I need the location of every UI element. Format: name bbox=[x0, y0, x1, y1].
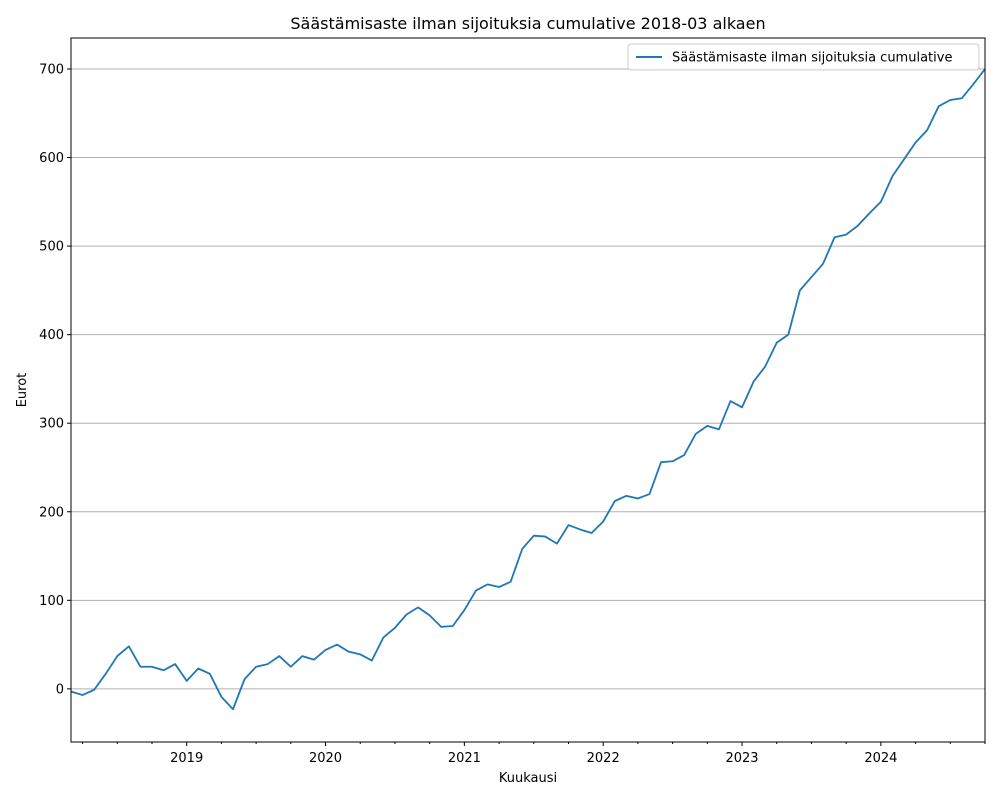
legend: Säästämisaste ilman sijoituksia cumulati… bbox=[627, 43, 980, 71]
series-line bbox=[70, 68, 986, 711]
y-tick-label: 700 bbox=[39, 62, 64, 77]
series-layer bbox=[70, 68, 986, 711]
y-tick-label: 400 bbox=[39, 328, 64, 343]
x-tick-label: 2019 bbox=[170, 751, 203, 766]
y-gridlines bbox=[71, 68, 985, 690]
y-tick-label: 500 bbox=[39, 240, 64, 255]
y-tick-label: 600 bbox=[39, 151, 64, 166]
y-tick-label: 100 bbox=[39, 594, 64, 609]
legend-box bbox=[627, 43, 980, 71]
y-tick-label: 0 bbox=[56, 682, 64, 697]
x-tick-label: 2020 bbox=[309, 751, 342, 766]
y-tick-label: 200 bbox=[39, 505, 64, 520]
y-axis: 0 100 200 300 400 500 600 700 bbox=[39, 62, 71, 697]
legend-label: Säästämisaste ilman sijoituksia cumulati… bbox=[672, 51, 952, 66]
x-tick-label: 2021 bbox=[448, 751, 481, 766]
x-tick-label: 2024 bbox=[864, 751, 897, 766]
chart-title: Säästämisaste ilman sijoituksia cumulati… bbox=[290, 14, 765, 33]
y-tick-label: 300 bbox=[39, 417, 64, 432]
x-axis-label: Kuukausi bbox=[499, 771, 557, 786]
y-axis-label: Eurot bbox=[15, 373, 30, 408]
x-tick-label: 2023 bbox=[725, 751, 758, 766]
plot-frame bbox=[70, 37, 986, 743]
x-axis: 2019 2020 2021 2022 2023 2024 bbox=[82, 742, 986, 766]
x-tick-label: 2022 bbox=[587, 751, 620, 766]
